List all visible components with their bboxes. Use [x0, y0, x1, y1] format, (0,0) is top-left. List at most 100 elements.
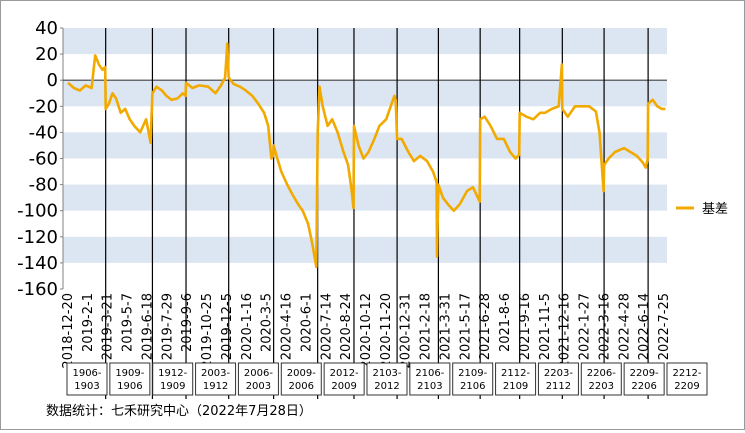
contract-box [666, 362, 708, 396]
contract-label-top: 2012- [330, 368, 359, 379]
x-tick-label: 2020-4-16 [280, 293, 295, 360]
x-tick-label: 2019-10-25 [200, 293, 215, 369]
grid-band [63, 236, 667, 263]
contract-box [195, 362, 237, 396]
x-tick-label: 2020-7-14 [319, 293, 334, 360]
contract-label-top: 2006- [244, 368, 273, 379]
y-tick-label: -100 [17, 201, 58, 222]
source-footnote: 数据统计：七禾研究中心（2022年7月28日） [46, 404, 312, 419]
y-tick-label: -40 [29, 122, 58, 143]
background-bands [63, 28, 667, 263]
x-tick-label: 2021-11-5 [538, 293, 553, 360]
x-tick-label: 2021-3-31 [438, 293, 453, 360]
contract-box [66, 362, 108, 396]
x-tick-label: 2021-2-18 [419, 293, 434, 360]
x-tick-label: 2020-8-24 [339, 293, 354, 360]
contract-box [623, 362, 665, 396]
x-tick-label: 2021-8-6 [498, 293, 513, 352]
contract-label-top: 1909- [115, 368, 144, 379]
x-tick-label: 2019-9-6 [180, 293, 195, 352]
x-tick-label: 2020-11-20 [379, 293, 394, 369]
contract-label-bottom: 2203 [589, 381, 614, 392]
contract-box [366, 362, 408, 396]
contract-label-top: 2112- [501, 368, 530, 379]
legend-label: 基差 [702, 202, 728, 217]
x-tick-label: 2021-9-16 [518, 293, 533, 360]
contract-box [152, 362, 194, 396]
contract-label-bottom: 2112 [546, 381, 571, 392]
contract-label-top: 2203- [544, 368, 573, 379]
y-axis: 40 20 0 -20 -40 -60 -80 -100 -120 -140 -160 [17, 18, 64, 300]
series-layer [67, 42, 666, 269]
x-tick-label: 2022-3-16 [597, 293, 612, 360]
contract-label-bottom: 1909 [160, 381, 185, 392]
x-tick-label: 2021-5-17 [458, 293, 473, 360]
y-tick-label: 40 [35, 18, 58, 39]
x-tick-label: 2021-12-16 [558, 293, 573, 369]
x-tick-label: 2019-7-29 [160, 293, 175, 360]
contract-box [323, 362, 365, 396]
x-axis: 2018-12-20 2019-2-1 2019-3-21 2019-5-7 2019-… [61, 293, 672, 369]
contract-label-bottom: 1906 [117, 381, 142, 392]
grid-band [63, 28, 667, 55]
x-tick-label: 2021-6-28 [478, 293, 493, 360]
contract-label-top: 2106- [415, 368, 444, 379]
legend: 基差 [676, 202, 728, 217]
contract-label-top: 1906- [72, 368, 101, 379]
y-tick-label: -60 [29, 149, 58, 170]
y-tick-label: 20 [35, 44, 58, 65]
contract-box [280, 362, 322, 396]
contract-box [237, 362, 279, 396]
contract-label-top: 2209- [630, 368, 659, 379]
x-tick-label: 2020-10-12 [359, 293, 374, 369]
contract-box [109, 362, 151, 396]
contract-label-top: 2206- [587, 368, 616, 379]
x-tick-label: 2022-6-14 [637, 293, 652, 360]
x-tick-label: 2020-3-5 [260, 293, 275, 352]
contract-label-bottom: 2006 [289, 381, 314, 392]
x-tick-label: 2019-5-7 [121, 293, 136, 352]
x-tick-label: 2019-2-1 [81, 293, 96, 352]
contract-label-bottom: 2106 [460, 381, 485, 392]
y-tick-label: -80 [29, 175, 58, 196]
y-tick-label: -120 [17, 227, 58, 248]
contract-box [452, 362, 494, 396]
contract-label-top: 2009- [287, 368, 316, 379]
contract-label-top: 2003- [201, 368, 230, 379]
contract-label-bottom: 2109 [503, 381, 528, 392]
y-tick-label: 0 [47, 70, 58, 91]
contract-label-top: 2109- [458, 368, 487, 379]
x-tick-label: 2020-12-31 [399, 293, 414, 369]
x-tick-label: 2019-12-5 [220, 293, 235, 360]
contract-label-top: 2212- [672, 368, 701, 379]
grid-band [63, 132, 667, 159]
contract-label-bottom: 1912 [203, 381, 228, 392]
contract-box [537, 362, 579, 396]
contract-label-bottom: 2206 [631, 381, 656, 392]
grid-band [63, 184, 667, 211]
contract-label-bottom: 2012 [374, 381, 399, 392]
x-tick-label: 2019-6-18 [140, 293, 155, 360]
contract-label-top: 2103- [372, 368, 401, 379]
x-tick-label: 2022-1-27 [578, 293, 593, 360]
contract-box [495, 362, 537, 396]
x-tick-label: 2022-7-25 [657, 293, 672, 360]
contract-label-bottom: 2003 [246, 381, 271, 392]
contract-label-bottom: 2103 [417, 381, 442, 392]
contract-box [409, 362, 451, 396]
x-tick-label: 2022-4-28 [617, 293, 632, 360]
y-tick-label: -140 [17, 253, 58, 274]
contract-labels: 1906- 1903 1909- 1906 1912- 1909 2003- 1912 2006… [66, 362, 708, 396]
contract-label-bottom: 2009 [331, 381, 356, 392]
contract-box [580, 362, 622, 396]
contract-label-bottom: 2209 [674, 381, 699, 392]
y-tick-label: -20 [29, 96, 58, 117]
y-tick-label: -160 [17, 279, 58, 300]
x-tick-label: 2020-1-16 [240, 293, 255, 360]
x-tick-label: 2019-3-21 [101, 293, 116, 360]
x-tick-label: 2020-6-1 [299, 293, 314, 352]
contract-label-top: 1912- [158, 368, 187, 379]
x-tick-label: 2018-12-20 [61, 293, 76, 369]
